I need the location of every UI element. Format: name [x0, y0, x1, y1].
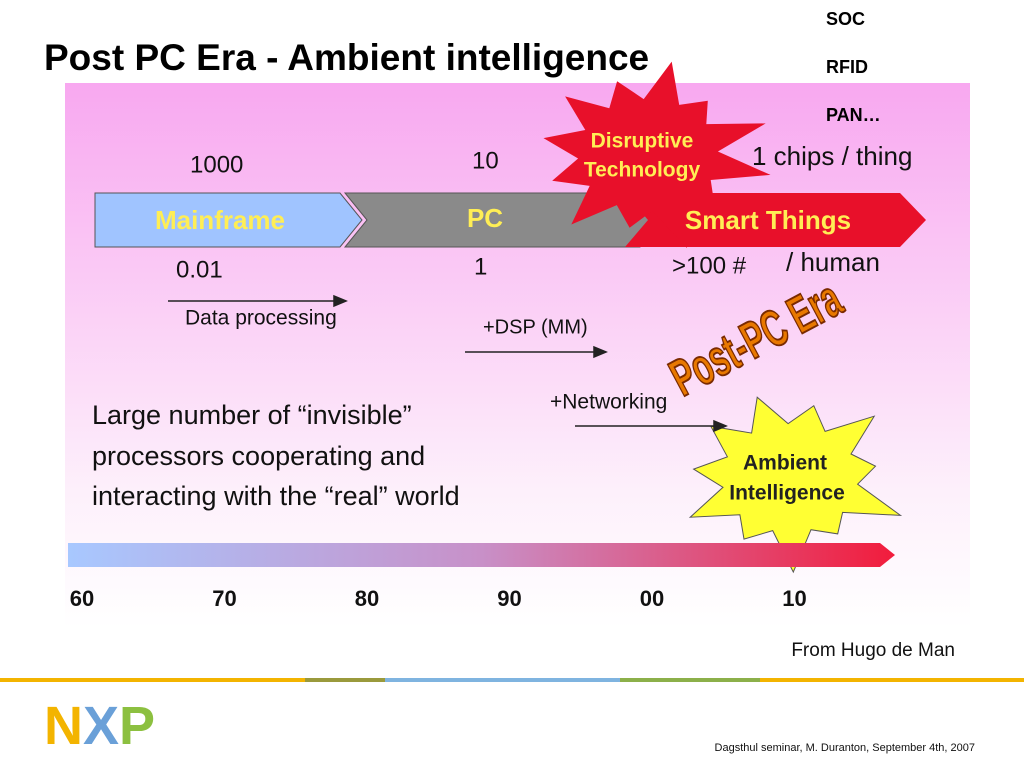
count-label: 1000: [190, 151, 243, 178]
logo: NXP: [44, 696, 155, 756]
ambient-burst: Ambient Intelligence: [688, 396, 903, 574]
ratio-label: >100 #: [672, 252, 747, 279]
body-line: Large number of “invisible”: [92, 400, 412, 430]
footer-text: Dagsthul seminar, M. Duranton, September…: [715, 742, 975, 754]
side-item: PAN…: [826, 105, 881, 125]
smart-things-arrow: [625, 193, 926, 247]
step-label: +DSP (MM): [483, 316, 588, 338]
logo-letter: X: [83, 696, 119, 756]
era-label: PC: [467, 203, 503, 233]
burst-shape: [543, 61, 771, 248]
ratio-label: 1: [474, 253, 487, 280]
count-label: 1 chips / thing: [752, 141, 912, 171]
side-item: SOC: [826, 9, 865, 29]
diagram-background: [65, 83, 970, 628]
burst-label: Intelligence: [729, 482, 845, 505]
logo-letter: P: [119, 696, 155, 756]
side-item: RFID: [826, 57, 868, 77]
step-label: Data processing: [185, 307, 337, 330]
footer-rule: [760, 678, 1024, 682]
footer-rule: [385, 678, 620, 682]
era-label: Smart Things: [685, 205, 851, 235]
source-note: From Hugo de Man: [791, 640, 955, 661]
year-label: 80: [355, 586, 379, 611]
burst-label: Disruptive: [591, 130, 694, 153]
year-label: 70: [212, 586, 236, 611]
logo-letter: N: [44, 696, 83, 756]
step-arrows: [168, 294, 728, 433]
disruptive-burst: Disruptive Technology: [543, 61, 771, 248]
footer-rule: [0, 678, 305, 682]
year-label: 10: [782, 586, 806, 611]
body-line: processors cooperating and: [92, 441, 425, 471]
timeline-bar: [68, 543, 895, 567]
year-label: 90: [497, 586, 521, 611]
year-label: 60: [70, 586, 94, 611]
footer-rule: [305, 678, 385, 682]
era-label: Mainframe: [155, 205, 285, 235]
count-label: 10: [472, 147, 499, 174]
step-label: +Networking: [550, 391, 667, 414]
year-label: 00: [640, 586, 664, 611]
ratio-label: 0.01: [176, 256, 223, 283]
mainframe-arrow: [94, 192, 363, 248]
burst-label: Technology: [584, 159, 701, 182]
slide-title: Post PC Era - Ambient intelligence: [44, 37, 649, 78]
ratio-label: / human: [786, 247, 880, 277]
footer-rule: [620, 678, 760, 682]
body-line: interacting with the “real” world: [92, 481, 460, 511]
burst-label: Ambient: [743, 452, 827, 475]
